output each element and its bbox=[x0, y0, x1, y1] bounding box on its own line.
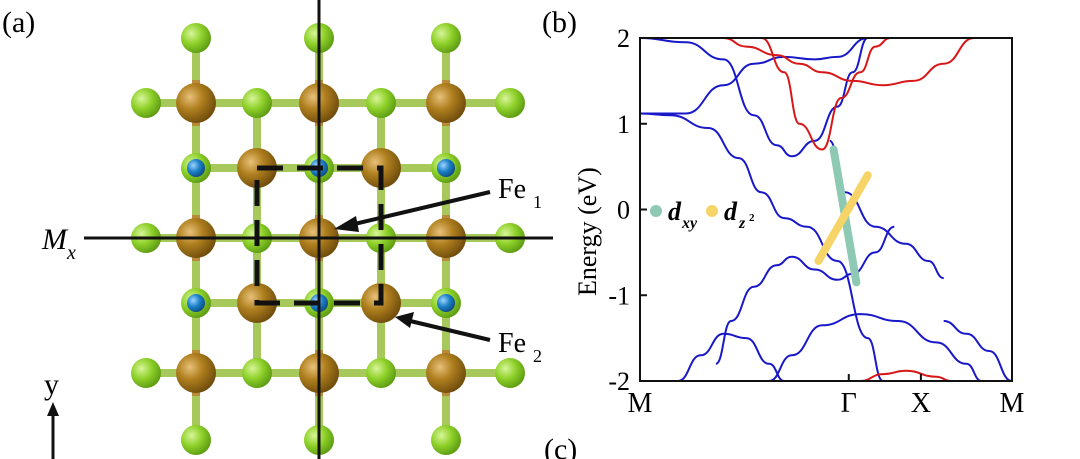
green-atoms bbox=[131, 23, 525, 455]
y-tick-label: 1 bbox=[617, 110, 630, 139]
band-line bbox=[761, 38, 891, 151]
fe-atom bbox=[176, 83, 216, 123]
band-structure bbox=[640, 38, 1012, 381]
n-atom bbox=[187, 159, 205, 177]
legend-dz2-main: d bbox=[724, 197, 738, 226]
orbital-highlights bbox=[814, 145, 872, 287]
legend-dxy-sub: xy bbox=[681, 215, 698, 232]
y-axis-label: Energy (eV) bbox=[573, 167, 602, 296]
mirror-label-sub: x bbox=[66, 242, 76, 264]
legend: d xy d z 2 bbox=[650, 197, 755, 232]
f-atom bbox=[131, 88, 161, 118]
panel-b-label: (b) bbox=[542, 6, 577, 39]
band-line bbox=[768, 313, 982, 381]
band-line bbox=[640, 38, 868, 115]
n-atom bbox=[187, 294, 205, 312]
y-tick-label: -2 bbox=[608, 367, 630, 396]
band-line bbox=[943, 320, 1012, 381]
band-line bbox=[677, 332, 785, 381]
f-atom bbox=[431, 425, 461, 455]
x-tick-label: M bbox=[1000, 388, 1025, 419]
legend-dz2-marker bbox=[706, 205, 718, 217]
panel-b: (b) 2 1 0 -1 -2 M Γ X M Energy (eV) d xy d z 2 … bbox=[542, 6, 1025, 459]
n-atom bbox=[437, 294, 455, 312]
f-atom bbox=[181, 23, 211, 53]
x-tick-label: X bbox=[911, 388, 931, 419]
band-line bbox=[723, 38, 975, 87]
f-atom bbox=[181, 425, 211, 455]
n-atom bbox=[437, 159, 455, 177]
f-atom bbox=[366, 88, 396, 118]
fe2-sub: 2 bbox=[533, 346, 542, 366]
legend-dz2-sub: z bbox=[738, 215, 746, 232]
f-atom bbox=[242, 88, 272, 118]
band-line bbox=[640, 112, 884, 381]
blue-atoms bbox=[187, 159, 455, 312]
fe-atom bbox=[176, 353, 216, 393]
f-atom bbox=[131, 358, 161, 388]
x-tick-label: Γ bbox=[841, 388, 857, 419]
band-line bbox=[640, 38, 869, 158]
panel-a-label: (a) bbox=[2, 6, 35, 39]
fe1-arrowhead bbox=[334, 216, 359, 232]
y-tick-label: 0 bbox=[617, 196, 630, 225]
f-atom bbox=[431, 23, 461, 53]
fe2-arrow bbox=[405, 318, 491, 342]
f-atom bbox=[495, 88, 525, 118]
fe-atom bbox=[426, 83, 466, 123]
fe1-arrow bbox=[345, 190, 491, 228]
f-atom bbox=[366, 358, 396, 388]
legend-dxy-marker bbox=[650, 205, 662, 217]
fe1-sub: 1 bbox=[533, 192, 542, 212]
y-tick-label: -1 bbox=[608, 281, 630, 310]
panel-a: (a) bbox=[2, 0, 553, 459]
f-atom bbox=[495, 358, 525, 388]
axis-y-arrowhead bbox=[47, 402, 59, 416]
panel-c-label: (c) bbox=[544, 433, 577, 459]
fe2-label: Fe bbox=[498, 328, 526, 359]
highlight-dz2 bbox=[814, 171, 872, 265]
legend-dxy-main: d bbox=[668, 197, 682, 226]
legend-dz2-sup: 2 bbox=[749, 212, 755, 224]
y-ticks: 2 1 0 -1 -2 bbox=[608, 24, 647, 396]
band-line bbox=[715, 225, 895, 365]
y-tick-label: 2 bbox=[617, 24, 630, 53]
axis-y-label: y bbox=[44, 368, 59, 401]
fe2-arrowhead bbox=[395, 312, 414, 328]
band-line bbox=[860, 369, 952, 381]
f-atom bbox=[242, 358, 272, 388]
fe1-label: Fe bbox=[498, 174, 526, 205]
x-tick-label: M bbox=[628, 388, 653, 419]
mirror-label: M bbox=[41, 223, 69, 256]
fe-atom bbox=[426, 353, 466, 393]
